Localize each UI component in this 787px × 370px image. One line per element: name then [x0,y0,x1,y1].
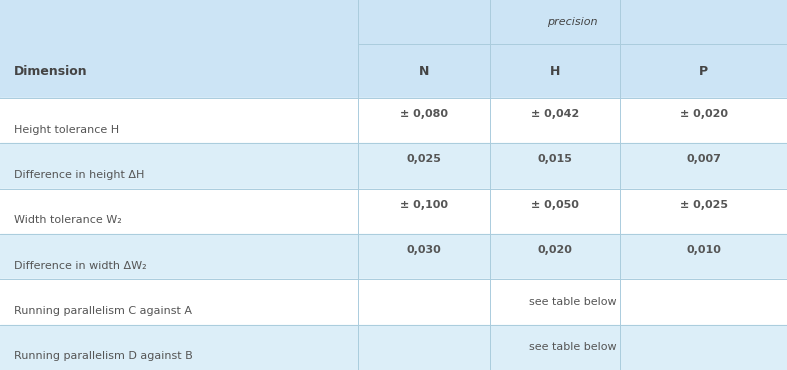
Text: see table below: see table below [529,342,616,352]
Text: H: H [549,65,560,78]
Text: Width tolerance W₂: Width tolerance W₂ [14,215,122,225]
Bar [0,0,787,98]
Text: ± 0,050: ± 0,050 [531,199,578,209]
Text: Height tolerance H: Height tolerance H [14,125,120,135]
Text: P: P [699,65,708,78]
Text: 0,010: 0,010 [686,245,721,255]
Bar [0,279,787,325]
Text: ± 0,025: ± 0,025 [680,199,727,209]
Text: N: N [419,65,429,78]
Text: ± 0,100: ± 0,100 [400,199,448,209]
Text: Difference in height ΔH: Difference in height ΔH [14,170,145,180]
Bar [0,189,787,234]
Text: 0,015: 0,015 [538,154,572,164]
Text: ± 0,080: ± 0,080 [400,109,448,119]
Text: 0,025: 0,025 [406,154,442,164]
Text: Running parallelism C against A: Running parallelism C against A [14,306,192,316]
Text: Difference in width ΔW₂: Difference in width ΔW₂ [14,261,147,271]
Text: ± 0,020: ± 0,020 [680,109,727,119]
Text: see table below: see table below [529,297,616,307]
Bar [0,325,787,370]
Bar [0,234,787,279]
Text: precision: precision [547,17,598,27]
Text: 0,030: 0,030 [406,245,442,255]
Text: Running parallelism D against B: Running parallelism D against B [14,352,193,361]
Text: Dimension: Dimension [14,65,88,78]
Bar [0,143,787,189]
Text: ± 0,042: ± 0,042 [530,109,579,119]
Text: 0,007: 0,007 [686,154,721,164]
Bar [0,98,787,143]
Text: 0,020: 0,020 [538,245,572,255]
